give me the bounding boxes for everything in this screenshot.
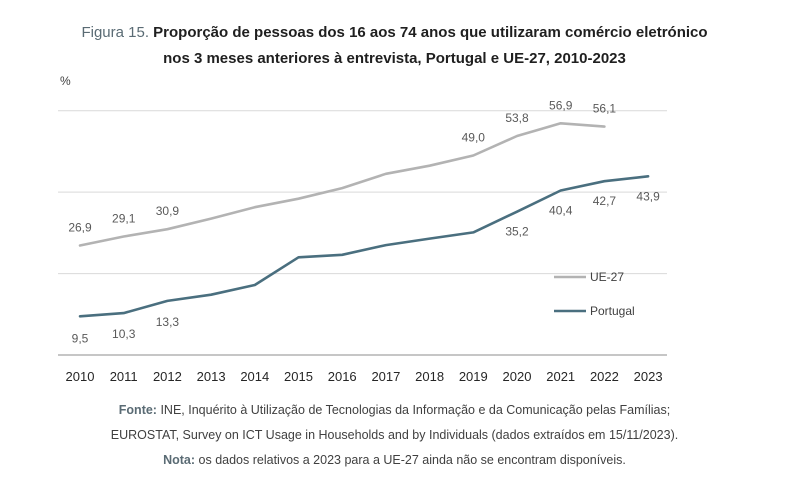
chart-title: Figura 15. Proporção de pessoas dos 16 a… [0, 20, 789, 72]
x-tick-label: 2022 [590, 369, 619, 384]
data-label-portugal: 40,4 [549, 204, 573, 218]
title-line-2: nos 3 meses anteriores à entrevista, Por… [163, 50, 626, 67]
data-label-ue-27: 26,9 [68, 220, 92, 234]
title-line-1: Figura 15. Proporção de pessoas dos 16 a… [0, 20, 789, 46]
x-tick-label: 2018 [415, 369, 444, 384]
y-unit-label: % [60, 74, 71, 88]
x-tick-label: 2011 [110, 369, 138, 384]
title-text-1: Proporção de pessoas dos 16 aos 74 anos … [153, 24, 708, 41]
x-tick-label: 2014 [240, 369, 269, 384]
source-line-1: Fonte: INE, Inquérito à Utilização de Te… [0, 398, 789, 423]
x-tick-label: 2020 [503, 369, 532, 384]
figure-prefix: Figura 15. [81, 24, 149, 41]
data-label-portugal: 9,5 [72, 331, 89, 345]
note-label: Nota: [163, 453, 196, 467]
data-label-portugal: 13,3 [156, 315, 180, 329]
note-text: os dados relativos a 2023 para a UE-27 a… [198, 453, 626, 467]
legend-label-portugal: Portugal [590, 304, 635, 318]
data-label-ue-27: 53,8 [505, 111, 529, 125]
data-label-ue-27: 29,1 [112, 212, 136, 226]
note-line: Nota: os dados relativos a 2023 para a U… [0, 448, 789, 473]
data-label-ue-27: 56,1 [593, 102, 617, 116]
data-label-ue-27: 49,0 [462, 131, 486, 145]
x-tick-label: 2016 [328, 369, 357, 384]
data-label-ue-27: 30,9 [156, 204, 180, 218]
source-label: Fonte: [118, 403, 157, 417]
x-tick-label: 2010 [66, 369, 95, 384]
data-label-portugal: 42,7 [593, 194, 617, 208]
x-tick-label: 2017 [371, 369, 400, 384]
x-tick-label: 2015 [284, 369, 313, 384]
source-text-1: INE, Inquérito à Utilização de Tecnologi… [160, 403, 671, 417]
data-label-portugal: 35,2 [505, 225, 529, 239]
x-tick-label: 2019 [459, 369, 488, 384]
source-note: Fonte: INE, Inquérito à Utilização de Te… [0, 398, 789, 473]
x-tick-label: 2013 [197, 369, 226, 384]
x-tick-label: 2012 [153, 369, 182, 384]
x-tick-label: 2021 [546, 369, 575, 384]
data-label-portugal: 10,3 [112, 327, 136, 341]
series-line-ue-27 [78, 122, 606, 247]
data-label-ue-27: 56,9 [549, 98, 573, 112]
legend-label-ue-27: UE-27 [590, 270, 624, 284]
series-line-portugal [78, 175, 650, 318]
source-line-2: EUROSTAT, Survey on ICT Usage in Househo… [110, 428, 679, 442]
data-label-portugal: 43,9 [636, 189, 660, 203]
x-tick-label: 2023 [634, 369, 663, 384]
